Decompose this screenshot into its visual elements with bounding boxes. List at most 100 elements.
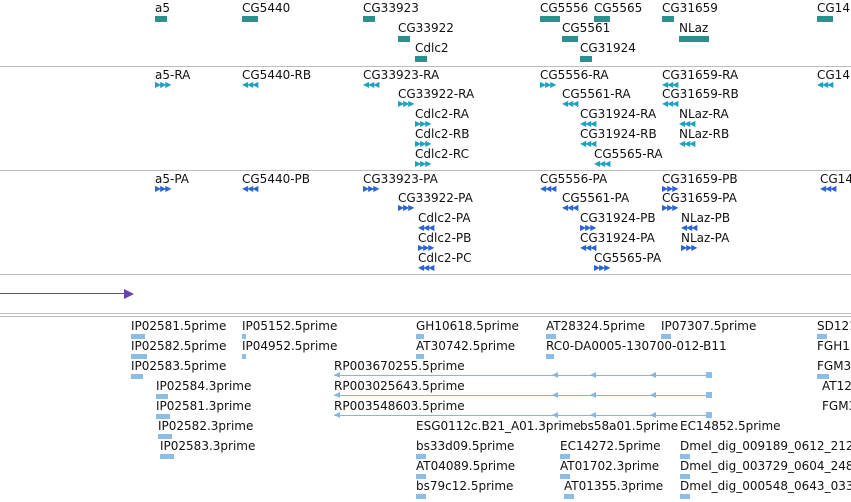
gene-label[interactable]: CG31659 (662, 1, 718, 15)
protein-label[interactable]: Cdlc2-PB (418, 231, 472, 245)
transcript-feature[interactable]: ◀◀◀ (662, 80, 679, 89)
transcript-label[interactable]: CG5556-RA (540, 68, 609, 82)
protein-feature[interactable]: ◀◀◀ (418, 263, 435, 272)
protein-label[interactable]: CG33923-PA (363, 172, 438, 186)
est-feature[interactable] (560, 474, 570, 479)
gene-label[interactable]: CG5561 (562, 21, 611, 35)
est-label[interactable]: Dmel_dig_009189_0612_212 (680, 439, 851, 453)
est-label[interactable]: FGH1 (817, 339, 850, 353)
transcript-label[interactable]: CG31659-RB (662, 87, 739, 101)
gene-feature[interactable] (398, 36, 410, 42)
est-feature[interactable] (416, 474, 426, 479)
protein-feature[interactable]: ▶▶▶ (418, 243, 435, 252)
est-feature[interactable] (242, 334, 246, 339)
est-feature[interactable] (416, 354, 424, 359)
est-label[interactable]: bs58a01.5prime (580, 419, 679, 433)
est-label[interactable]: IP02583.5prime (131, 359, 227, 373)
protein-feature[interactable]: ▶▶▶ (662, 203, 679, 212)
protein-label[interactable]: NLaz-PB (681, 211, 731, 225)
gene-feature[interactable] (562, 36, 578, 42)
transcript-label[interactable]: CG31924-RA (580, 107, 657, 121)
est-feature[interactable] (242, 354, 246, 359)
est-label[interactable]: IP07307.5prime (661, 319, 757, 333)
protein-label[interactable]: CG5440-PB (242, 172, 311, 186)
gene-label[interactable]: NLaz (679, 21, 709, 35)
est-label[interactable]: IP02581.3prime (156, 399, 252, 413)
est-exon-block[interactable] (706, 372, 712, 378)
est-span-line[interactable] (334, 375, 712, 376)
est-feature[interactable] (131, 334, 145, 339)
est-feature[interactable] (680, 494, 690, 499)
est-label[interactable]: AT01355.3prime (564, 479, 664, 493)
protein-label[interactable]: NLaz-PA (681, 231, 730, 245)
est-label[interactable]: AT28324.5prime (546, 319, 646, 333)
est-label[interactable]: IP02582.5prime (131, 339, 227, 353)
est-label[interactable]: RP003670255.5prime (334, 359, 465, 373)
est-feature[interactable] (680, 454, 690, 459)
transcript-label[interactable]: CG33923-RA (363, 68, 440, 82)
transcript-feature[interactable]: ▶▶▶ (540, 80, 557, 89)
protein-feature[interactable]: ◀◀◀ (242, 184, 259, 193)
est-label[interactable]: IP04952.5prime (242, 339, 338, 353)
transcript-label[interactable]: Cdlc2-RA (415, 107, 469, 121)
est-label[interactable]: AT30742.5prime (416, 339, 516, 353)
protein-label[interactable]: Cdlc2-PA (418, 211, 471, 225)
transcript-label[interactable]: CG31924-RB (580, 127, 657, 141)
protein-feature[interactable]: ◀◀◀ (820, 184, 837, 193)
est-feature[interactable] (160, 454, 174, 459)
gene-label[interactable]: CG33923 (363, 1, 419, 15)
gene-label[interactable]: Cdlc2 (415, 41, 449, 55)
est-label[interactable]: IP02584.3prime (156, 379, 252, 393)
gene-label[interactable]: a5 (155, 1, 170, 15)
est-label[interactable]: IP02583.3prime (160, 439, 256, 453)
gene-feature[interactable] (242, 16, 258, 22)
est-span-line[interactable] (334, 395, 712, 396)
gene-feature[interactable] (155, 16, 167, 22)
transcript-feature[interactable]: ◀◀◀ (242, 80, 259, 89)
est-label[interactable]: EC14852.5prime (680, 419, 781, 433)
transcript-feature[interactable]: ▶▶▶ (415, 159, 432, 168)
gene-label[interactable]: CG5556 (540, 1, 589, 15)
est-label[interactable]: GH10618.5prime (416, 319, 519, 333)
gene-label[interactable]: CG5440 (242, 1, 291, 15)
protein-feature[interactable]: ▶▶▶ (155, 184, 172, 193)
est-label[interactable]: AT12 (822, 379, 851, 393)
protein-feature[interactable]: ◀◀◀ (681, 223, 698, 232)
transcript-feature[interactable]: ▶▶▶ (415, 119, 432, 128)
transcript-label[interactable]: Cdlc2-RC (415, 147, 470, 161)
est-label[interactable]: FGM3 (822, 399, 851, 413)
gene-feature[interactable] (662, 16, 674, 22)
transcript-feature[interactable]: ◀◀◀ (679, 139, 696, 148)
protein-label[interactable]: CG31659-PB (662, 172, 738, 186)
est-feature[interactable] (131, 374, 143, 379)
protein-feature[interactable]: ▶▶▶ (398, 203, 415, 212)
est-feature[interactable] (661, 334, 671, 339)
est-exon-block[interactable] (706, 412, 712, 418)
est-label[interactable]: IP02581.5prime (131, 319, 227, 333)
gene-feature[interactable] (679, 36, 709, 42)
est-label[interactable]: IP02582.3prime (158, 419, 254, 433)
est-span-line[interactable] (334, 415, 712, 416)
protein-feature[interactable]: ▶▶▶ (662, 184, 679, 193)
protein-feature[interactable]: ▶▶▶ (594, 263, 611, 272)
gene-feature[interactable] (540, 16, 560, 22)
transcript-feature[interactable]: ◀◀◀ (562, 99, 579, 108)
est-label[interactable]: bs79c12.5prime (416, 479, 514, 493)
transcript-feature[interactable]: ▶▶▶ (398, 99, 415, 108)
est-label[interactable]: SD121 (817, 319, 851, 333)
transcript-feature[interactable]: ▶▶▶ (415, 139, 432, 148)
transcript-feature[interactable]: ◀◀◀ (580, 119, 597, 128)
est-feature[interactable] (817, 374, 829, 379)
transcript-label[interactable]: NLaz-RB (679, 127, 730, 141)
est-label[interactable]: RP003025643.5prime (334, 379, 465, 393)
transcript-label[interactable]: CG33922-RA (398, 87, 475, 101)
est-feature[interactable] (158, 434, 172, 439)
transcript-feature[interactable]: ◀◀◀ (817, 80, 834, 89)
est-label[interactable]: AT01702.3prime (560, 459, 660, 473)
gene-label[interactable]: CG33922 (398, 21, 454, 35)
transcript-label[interactable]: NLaz-RA (679, 107, 729, 121)
protein-label[interactable]: CG31924-PA (580, 231, 655, 245)
transcript-label[interactable]: CG14 (817, 68, 850, 82)
protein-label[interactable]: CG31924-PB (580, 211, 656, 225)
gene-label[interactable]: CG31924 (580, 41, 636, 55)
